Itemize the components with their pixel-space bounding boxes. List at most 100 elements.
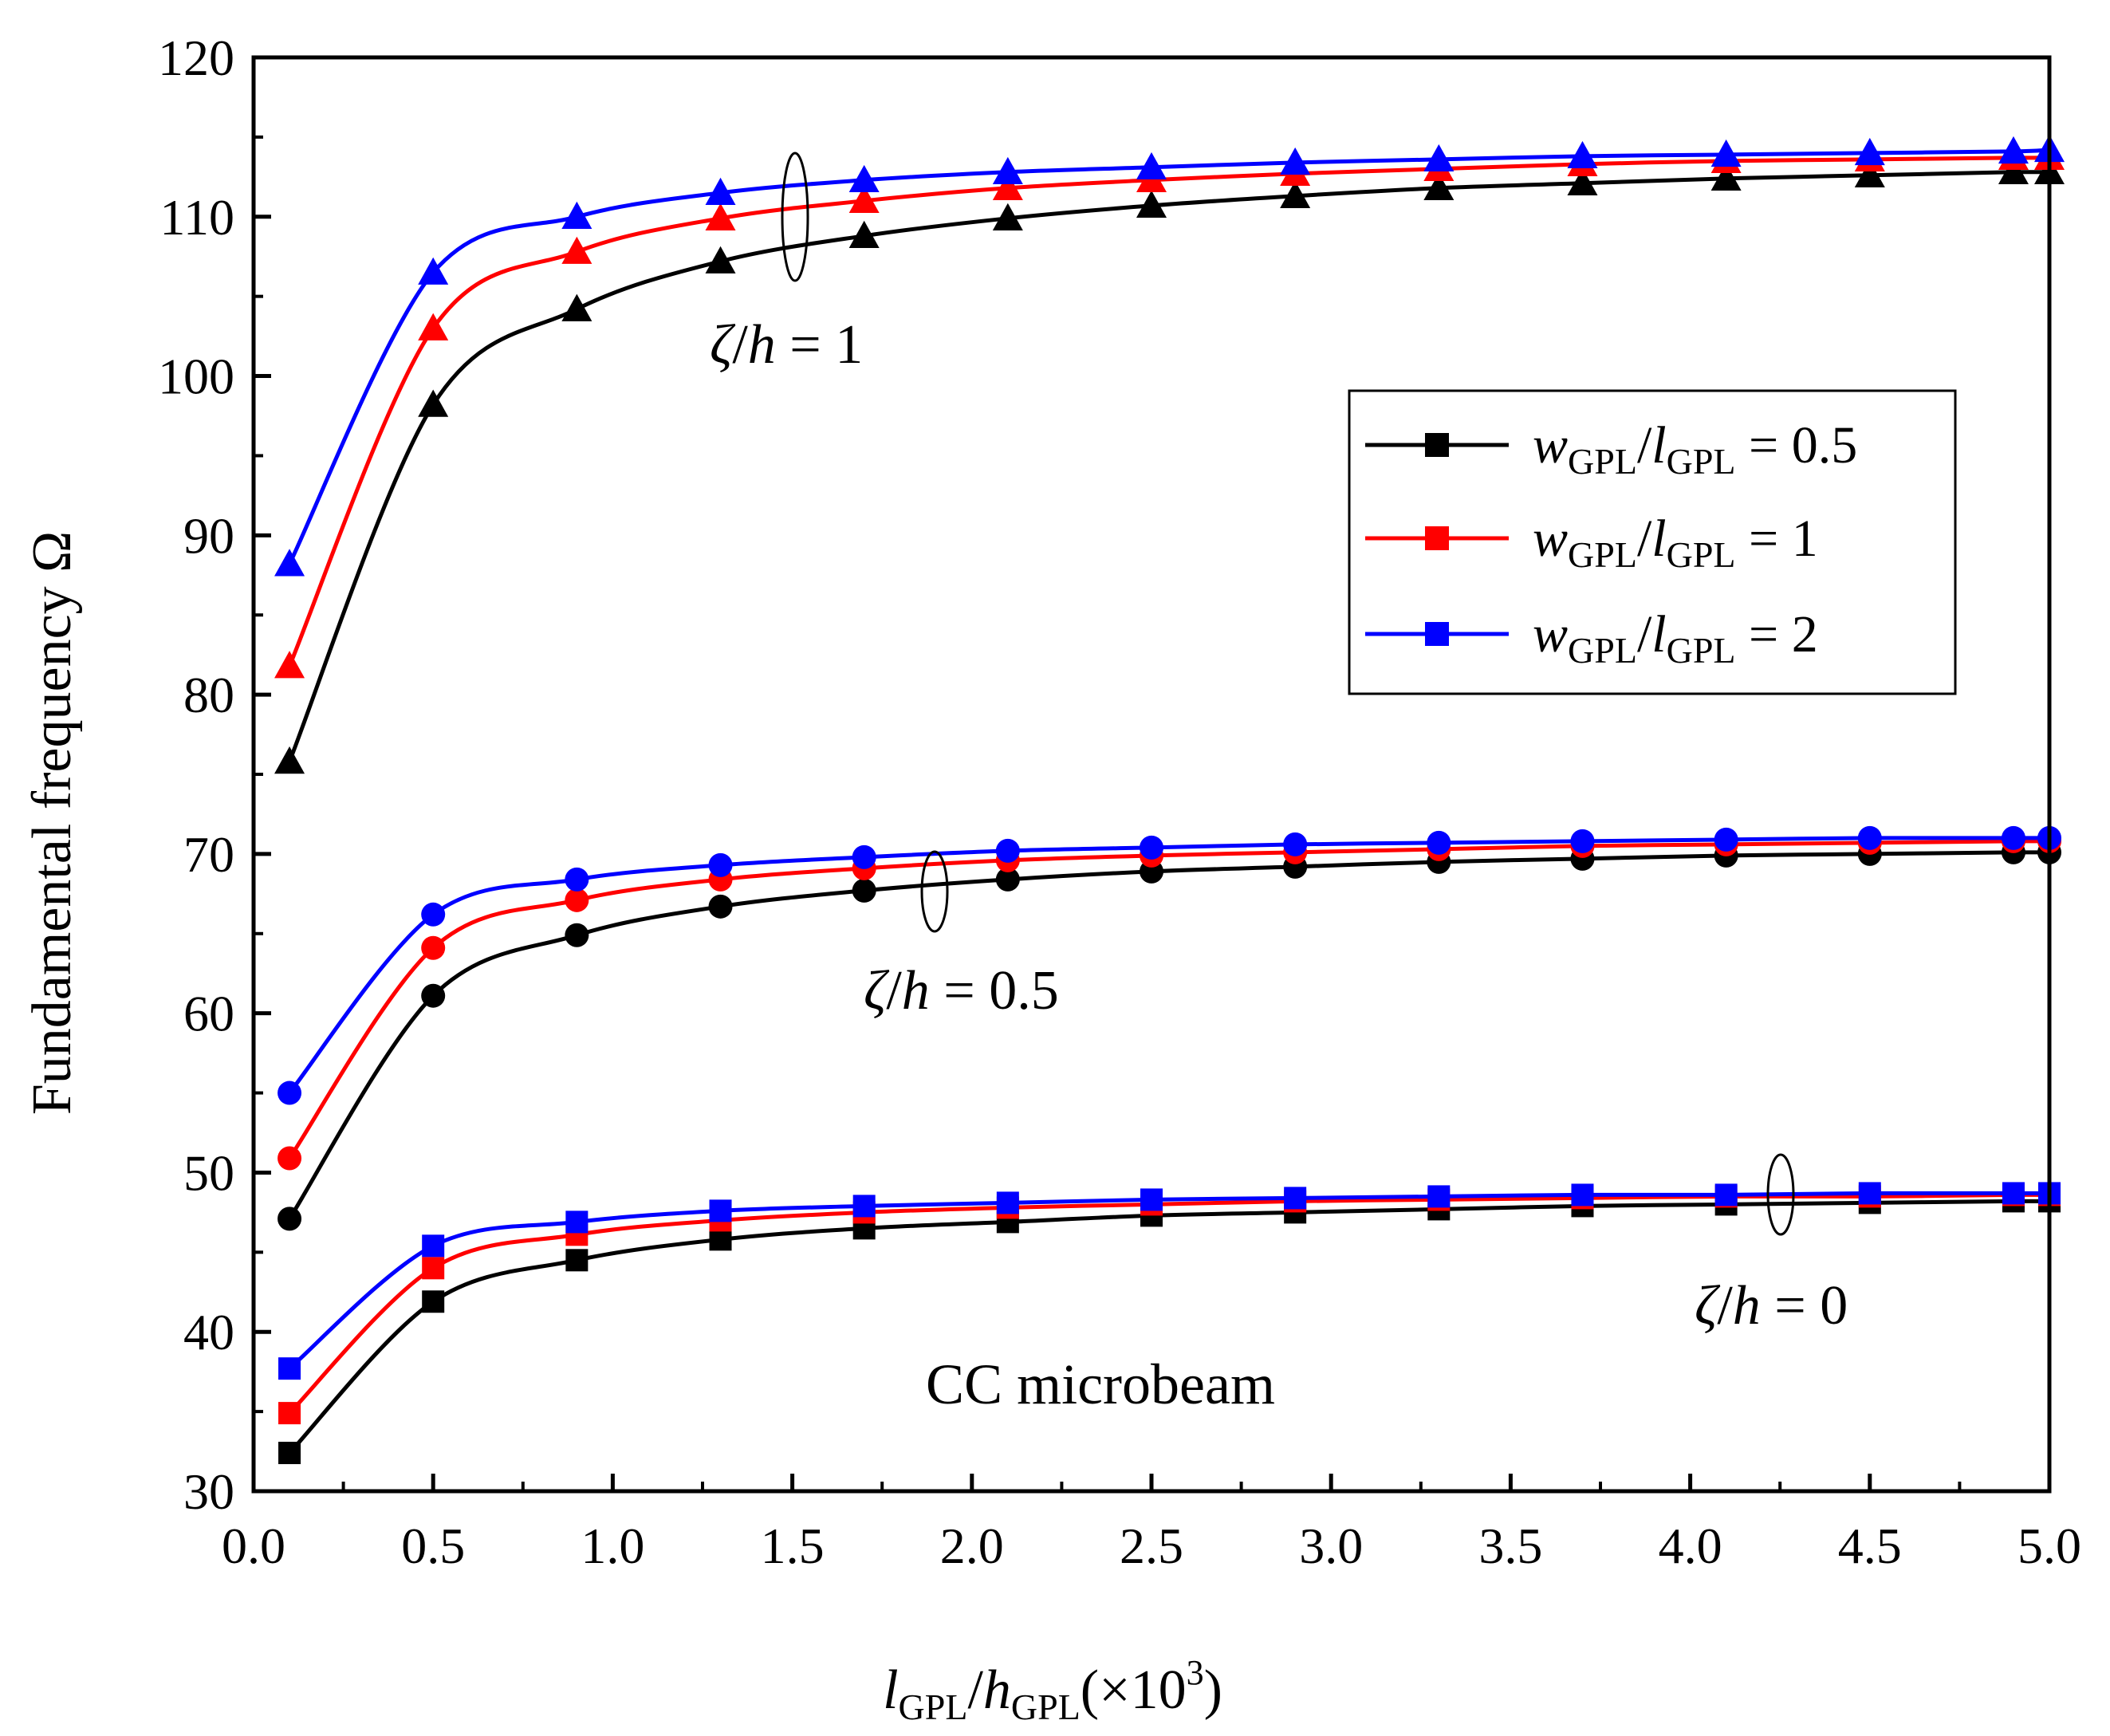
marker-g0-s0-2 [561,293,592,321]
legend-label-2: wGPL/lGPL = 2 [1533,605,1818,671]
marker-g0-s1-3 [705,203,736,230]
marker-g2-s0-3 [709,1228,732,1251]
marker-g2-s2-10 [1714,1183,1738,1207]
legend-marker-1 [1425,526,1449,550]
marker-g2-s2-2 [565,1210,589,1234]
marker-g1-s1-2 [565,888,589,912]
y-tick-label-2: 50 [183,1144,234,1201]
marker-g0-s2-4 [848,164,880,193]
group-label-zeta-0: ζ/h = 0 [1695,1275,1848,1336]
marker-g0-s2-8 [1423,144,1455,172]
group-ellipse-zeta-0-5 [920,850,949,933]
x-title-scale: (×10 [1081,1659,1187,1721]
x-title-paren-close: ) [1204,1659,1222,1721]
marker-g0-s0-10 [1710,163,1742,191]
y-tick-label-5: 80 [183,667,234,723]
x-title-l: l [883,1659,898,1721]
y-tick-label-3: 60 [183,986,234,1042]
x-tick-label-6: 3.0 [1299,1518,1363,1574]
marker-g1-s0-3 [708,894,733,919]
x-tick-label-9: 4.5 [1838,1518,1902,1574]
legend: wGPL/lGPL = 0.5 wGPL/lGPL = 1 wGPL/lGPL … [1348,389,1957,695]
marker-g0-s1-5 [992,172,1023,201]
marker-g1-s2-10 [1714,827,1738,852]
marker-g0-s2-12 [1998,136,2029,164]
marker-g2-s1-1 [422,1257,445,1280]
marker-g1-s2-6 [1140,835,1163,860]
x-axis-title: lGPL/hGPL(×103) [883,1653,1222,1727]
series-line-g1-s0 [287,850,2049,1220]
marker-g1-s0-0 [278,1207,302,1231]
marker-g2-s2-3 [709,1199,732,1222]
group-label-zeta-1: ζ/h = 1 [710,314,863,376]
marker-g1-s1-1 [421,935,446,960]
marker-g0-s2-3 [705,177,736,206]
plot-marks [274,134,2065,1465]
y-tick-label-8: 110 [159,189,234,246]
x-tick-label-10: 5.0 [2017,1518,2081,1574]
marker-g0-s0-9 [1567,167,1598,196]
marker-g1-s0-5 [995,867,1020,892]
marker-g0-s1-2 [561,236,592,264]
marker-g2-s2-4 [852,1195,876,1218]
y-tick-label-9: 120 [158,30,234,86]
legend-marker-0 [1425,433,1449,457]
x-tick-label-8: 4.0 [1659,1518,1722,1574]
group-ellipse-zeta-1 [781,152,809,282]
marker-g2-s0-2 [565,1249,589,1272]
marker-g0-s1-0 [274,651,305,679]
y-tick-label-0: 30 [183,1463,234,1520]
y-tick-label-4: 70 [183,826,234,883]
marker-g1-s2-3 [708,852,733,877]
marker-g2-s2-7 [1284,1187,1307,1210]
marker-g1-s0-2 [565,923,589,947]
marker-g2-s2-6 [1140,1188,1163,1211]
x-title-l-sub: GPL [899,1687,968,1727]
x-tick-label-5: 2.5 [1120,1518,1183,1574]
x-title-slash: / [967,1659,983,1721]
marker-g2-s2-8 [1427,1185,1451,1208]
x-title-h: h [983,1659,1011,1721]
marker-g2-s0-1 [422,1290,445,1313]
x-tick-label-0: 0.0 [222,1518,285,1574]
marker-g0-s2-7 [1280,147,1311,175]
marker-g0-s0-0 [274,746,305,774]
series-line-g1-s1 [287,839,2049,1159]
marker-g1-s2-5 [995,838,1020,863]
x-tick-label-3: 1.5 [761,1518,825,1574]
marker-g1-s2-2 [565,867,589,892]
axis-ticks: 0.0 0.5 1.0 1.5 2.0 2.5 3.0 3.5 4.0 4.5 5.0 30 40 50 6… [158,30,2081,1574]
x-tick-label-1: 0.5 [401,1518,465,1574]
marker-g2-s0-0 [278,1442,301,1465]
marker-g0-s0-11 [1854,159,1885,188]
marker-g0-s2-1 [418,257,449,285]
marker-g2-s2-9 [1571,1183,1594,1207]
marker-g0-s2-11 [1854,137,1885,166]
marker-g2-s2-11 [1858,1182,1881,1205]
marker-g2-s2-1 [422,1234,445,1258]
marker-g0-s0-1 [418,389,449,417]
group-ellipse-zeta-0 [1766,1153,1795,1236]
y-tick-label-1: 40 [183,1304,234,1360]
marker-g1-s2-8 [1427,830,1451,855]
y-tick-label-6: 90 [183,507,234,564]
legend-marker-2 [1425,622,1449,646]
marker-g2-s1-0 [278,1402,301,1425]
marker-g1-s2-0 [278,1081,302,1105]
x-title-h-sub: GPL [1011,1687,1081,1727]
marker-g1-s0-1 [421,983,446,1008]
series-line-g1-s2 [288,836,2049,1095]
marker-g0-s2-9 [1567,140,1598,169]
marker-g0-s0-7 [1280,180,1311,209]
marker-g1-s2-1 [421,902,446,927]
marker-g0-s2-5 [992,156,1023,185]
marker-g0-s2-0 [274,549,305,577]
marker-g0-s2-6 [1136,152,1167,180]
y-tick-label-7: 100 [158,348,234,405]
marker-g0-s0-3 [705,246,736,274]
marker-g1-s1-0 [278,1146,302,1171]
marker-g2-s2-5 [996,1191,1019,1214]
marker-g0-s1-4 [848,185,880,213]
marker-g1-s2-9 [1570,829,1595,853]
